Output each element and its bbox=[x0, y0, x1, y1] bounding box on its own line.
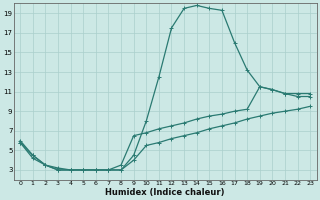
X-axis label: Humidex (Indice chaleur): Humidex (Indice chaleur) bbox=[106, 188, 225, 197]
